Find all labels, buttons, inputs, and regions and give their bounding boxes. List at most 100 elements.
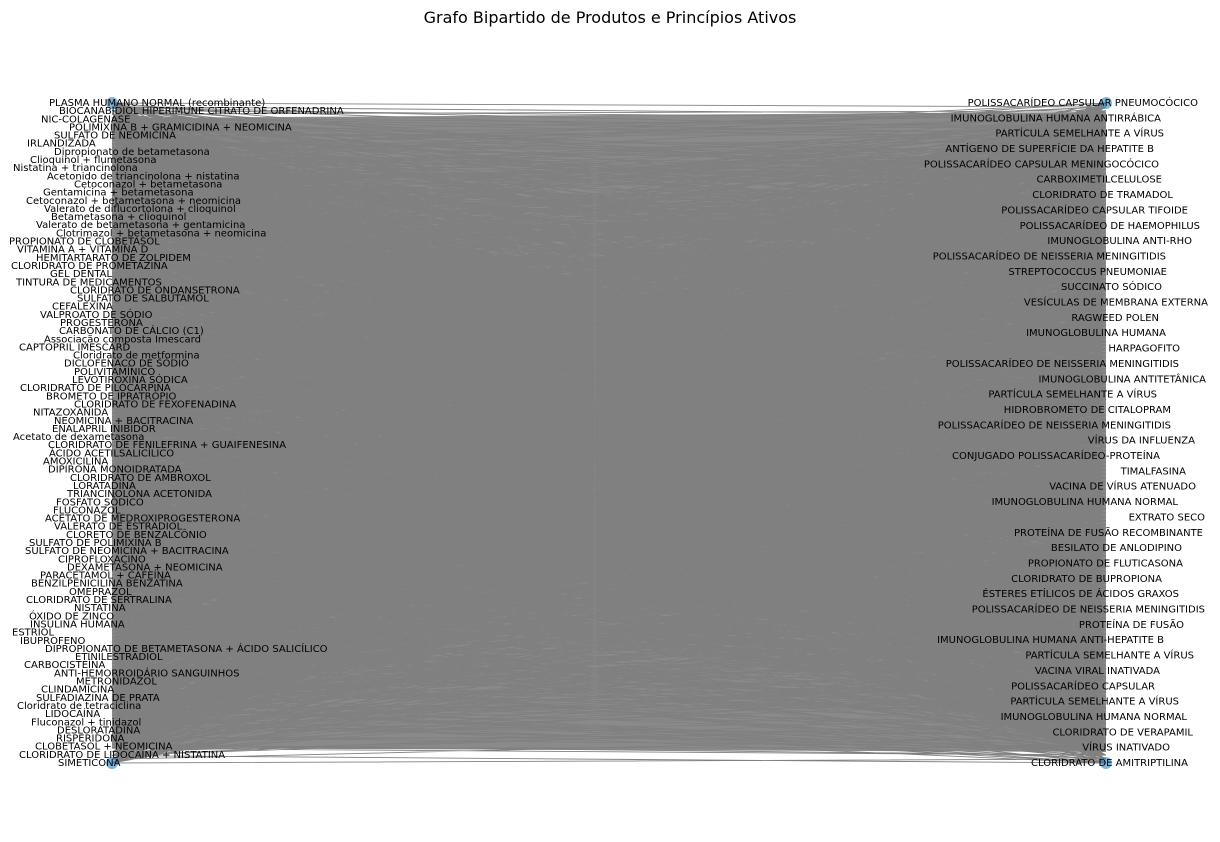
product-label: Dipropionato de betametasona [54, 147, 210, 158]
product-label: CLORETO DE BENZALCÔNIO [66, 528, 207, 541]
ingredient-label: POLISSACARÍDEO CAPSULAR PNEUMOCÓCICO [968, 96, 1198, 109]
ingredient-label: VÍRUS DA INFLUENZA [1088, 434, 1195, 447]
ingredient-label: VESÍCULAS DE MEMBRANA EXTERNA [1024, 296, 1208, 309]
ingredient-label: BESILATO DE ANLODIPINO [1051, 543, 1182, 554]
ingredient-label: RAGWEED POLEN [1071, 313, 1159, 324]
product-label: CLORIDRATO DE PROMETAZINA [11, 261, 168, 272]
product-label: Cloridrato de metformina [73, 351, 200, 362]
product-label: SIMETICONA [58, 758, 121, 769]
ingredient-label: EXTRATO SECO [1129, 512, 1206, 523]
product-label: SULFATO DE NEOMICINA + BACITRACINA [25, 546, 229, 557]
edge-mesh [111, 102, 1107, 764]
ingredient-label: IMUNOGLOBULINA HUMANA [1026, 328, 1166, 339]
product-label: CARBONATO DE CÁLCIO (C1) [59, 324, 204, 337]
product-label: PLASMA HUMANO NORMAL (recombinante) [49, 98, 265, 109]
product-label: INSULINA HUMANA [30, 620, 125, 631]
ingredient-label: VÍRUS INATIVADO [1082, 741, 1170, 754]
figure-title: Grafo Bipartido de Produtos e Princípios… [423, 8, 797, 27]
product-label: Betametasona + clioquinol [51, 212, 186, 223]
product-label: ENALAPRIL INIBIDOR [52, 424, 156, 435]
product-label: CLOBETASOL + NEOMICINA [35, 742, 173, 753]
product-label: BROMETO DE IPRATRÓPIO [46, 389, 176, 402]
product-label: CLORIDRATO DE AMBROXOL [70, 473, 211, 484]
ingredient-label: IMUNOGLOBULINA HUMANA NORMAL [992, 497, 1179, 508]
product-label: PROGESTERONA [60, 318, 143, 329]
product-label: DIPROPIONATO DE BETAMETASONA + ÁCIDO SAL… [45, 642, 328, 655]
product-label: FLUCONAZOL [53, 505, 121, 516]
product-label: CLORIDRATO DE ONDANSETRONA [70, 285, 240, 296]
product-label: Cloridrato de tetraciclina [17, 701, 141, 712]
ingredient-label: CLORIDRATO DE TRAMADOL [1032, 190, 1173, 201]
product-label: SULFATO DE NEOMICINA [54, 131, 176, 142]
ingredient-node [1100, 97, 1112, 109]
product-label: BENZILPENICILINA BENZATINA [31, 579, 183, 590]
product-label: NISTATINA [74, 603, 126, 614]
product-node [106, 97, 118, 109]
ingredient-label: IMUNOGLOBULINA HUMANA ANTIRRÁBICA [951, 111, 1162, 124]
product-label: Valerato de betametasona + gentamicina [36, 220, 245, 231]
product-label: CLINDAMICINA [41, 685, 114, 696]
product-label: PROPIONATO DE CLOBETASOL [9, 237, 160, 248]
ingredient-label: PARTÍCULA SEMELHANTE A VÍRUS [1010, 695, 1179, 708]
product-label: HEMITARTARATO DE ZOLPIDEM [36, 253, 191, 264]
ingredient-label: PROTEÍNA DE FUSÃO RECOMBINANTE [1014, 526, 1203, 539]
ingredient-label: STREPTOCOCCUS PNEUMONIAE [1008, 267, 1167, 278]
product-label: NITAZOXANIDA [33, 408, 108, 419]
ingredient-label: POLISSACARÍDEO CAPSULAR TIFOIDE [1001, 203, 1188, 216]
product-label: TRIANCINOLONA ACETONIDA [66, 489, 212, 500]
product-label: POLIMIXINA B + GRAMICIDINA + NEOMICINA [69, 122, 292, 133]
ingredient-label: ÉSTERES ETÍLICOS DE ÁCIDOS GRAXOS [982, 587, 1179, 600]
ingredient-label: POLISSACARÍDEO CAPSULAR MENINGOCÓCICO [924, 157, 1159, 170]
product-label: ESTRIOL [12, 628, 55, 639]
product-label: ÁCIDO ACETILSALICÍLICO [49, 446, 174, 459]
product-label: AMOXICILINA [43, 457, 108, 468]
product-label: Acetonido de triancinolona + nistatina [47, 171, 239, 182]
product-label: POLIVITAMÍNICO [74, 365, 155, 378]
product-label: Gentamicina + betametasona [43, 188, 194, 199]
product-label: Nistatina + triancinolona [13, 163, 138, 174]
product-label: Valerato de diflucortolona + clioquinol [44, 204, 236, 215]
product-label: Fluconazol + tinidazol [31, 717, 141, 728]
ingredient-label: PARTÍCULA SEMELHANTE A VÍRUS [988, 388, 1157, 401]
product-label: CLORIDRATO DE FENILEFRINA + GUAIFENESINA [48, 440, 286, 451]
product-label: CLORIDRATO DE PILOCARPINA [20, 383, 171, 394]
ingredient-label: TIMALFASINA [1120, 466, 1187, 477]
ingredient-label: ANTÍGENO DE SUPERFÍCIE DA HEPATITE B [945, 142, 1154, 155]
product-label: NIC-COLAGENASE [41, 114, 130, 125]
ingredient-label: CLORIDRATO DE AMITRIPTILINA [1031, 758, 1188, 769]
product-label: DEXAMETASONA + NEOMICINA [67, 562, 223, 573]
ingredient-label: VACINA VIRAL INATIVADA [1035, 666, 1160, 677]
product-label: Clioquinol + flumetasona [30, 155, 156, 166]
product-label: CARBOCISTEÍNA [24, 658, 105, 671]
product-label: ÓXIDO DE ZINCO [29, 609, 114, 622]
product-label: METRONIDAZOL [76, 677, 157, 688]
product-label: CAPTOPRIL IMESCARD [19, 342, 131, 353]
product-node [106, 757, 118, 769]
product-label: IRLANDIZADA [27, 139, 96, 150]
product-label: VITAMINA A + VITAMINA D [17, 245, 149, 256]
product-label: CLORIDRATO DE FEXOFENADINA [74, 400, 236, 411]
ingredient-label: IMUNOGLOBULINA HUMANA ANTI-HEPATITE B [937, 635, 1164, 646]
ingredient-label: PARTÍCULA SEMELHANTE A VÍRUS [995, 127, 1164, 140]
ingredient-label: HIDROBROMETO DE CITALOPRAM [1004, 405, 1171, 416]
ingredient-label: POLISSACARÍDEO DE NEISSERIA MENINGITIDIS [946, 357, 1179, 370]
product-label: NEOMICINA + BACITRACINA [54, 416, 193, 427]
ingredient-label: PROTEÍNA DE FUSÃO [1079, 618, 1184, 631]
product-label: Cetoconazol + betametasona + neomicina [26, 196, 241, 207]
ingredient-label: IMUNOGLOBULINA HUMANA NORMAL [1001, 712, 1188, 723]
ingredient-label: POLISSACARÍDEO CAPSULAR [1011, 679, 1155, 692]
product-label: ACETATO DE MEDROXIPROGESTERONA [45, 514, 240, 525]
product-label: OMEPRAZOL [69, 587, 132, 598]
product-label: VALERATO DE ESTRADIOL [54, 522, 183, 533]
product-label: GEL DENTAL [50, 269, 112, 280]
product-label: FOSFATO SÓDICO [56, 495, 144, 508]
product-label: CEFALEXINA [52, 302, 113, 313]
ingredient-label: PARTÍCULA SEMELHANTE A VÍRUS [1025, 649, 1194, 662]
product-label: DESLORATADINA [57, 725, 140, 736]
edge-layer [111, 102, 1107, 764]
ingredient-label: HARPAGOFITO [1108, 344, 1180, 355]
product-label-column: PLASMA HUMANO NORMAL (recombinante)BIOCA… [9, 98, 344, 769]
ingredient-node [1100, 757, 1112, 769]
ingredient-label: POLISSACARÍDEO DE NEISSERIA MENINGITIDIS [933, 250, 1166, 263]
